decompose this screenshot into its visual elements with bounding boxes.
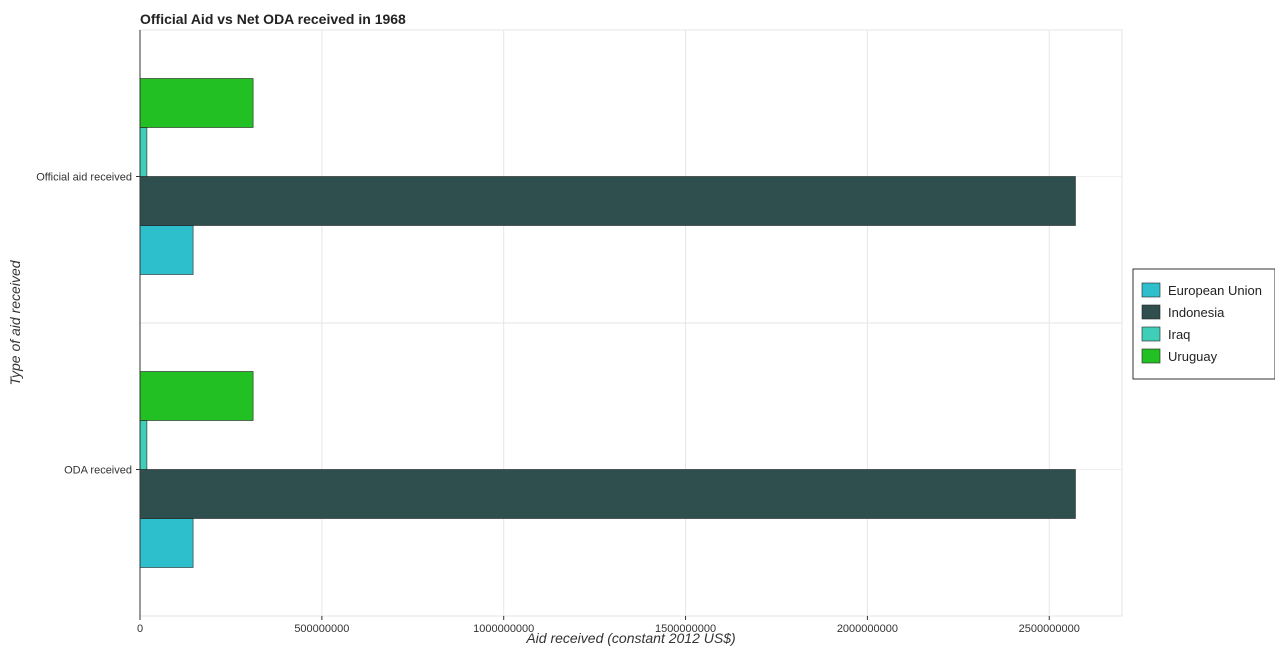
legend-label: Indonesia [1168, 305, 1225, 320]
legend-label: European Union [1168, 283, 1262, 298]
y-tick-label: ODA received [64, 465, 132, 477]
bar-indonesia [139, 469, 1076, 519]
x-axis-label: Aid received (constant 2012 US$) [525, 630, 735, 646]
y-axis-ticks: Official aid received ODA received [36, 30, 141, 616]
bar-iraq [139, 127, 148, 177]
legend: European Union Indonesia Iraq Uruguay [1132, 268, 1275, 380]
x-tick-label: 2000000000 [837, 623, 898, 635]
x-tick-label: 0 [137, 623, 143, 635]
legend-swatch [1141, 326, 1161, 342]
x-axis-ticks: 0 500000000 1000000000 1500000000 2000000000… [137, 616, 1080, 635]
bar-uruguay [139, 371, 254, 421]
bar-iraq [139, 420, 148, 470]
y-axis-label: Type of aid received [7, 259, 23, 385]
x-tick-label: 1000000000 [473, 623, 534, 635]
x-tick-label: 500000000 [294, 623, 349, 635]
legend-swatch [1141, 282, 1161, 298]
legend-swatch [1141, 304, 1161, 320]
chart-title: Official Aid vs Net ODA received in 1968 [140, 11, 406, 27]
legend-items: European Union Indonesia Iraq Uruguay [1141, 282, 1262, 364]
x-tick-label: 2500000000 [1019, 623, 1080, 635]
bar-european-union [139, 518, 194, 568]
legend-label: Uruguay [1168, 349, 1218, 364]
x-tick-label: 1500000000 [655, 623, 716, 635]
legend-swatch [1141, 348, 1161, 364]
plot-area: 0 500000000 1000000000 1500000000 2000000000… [36, 29, 1123, 635]
bar-uruguay [139, 78, 254, 128]
bar-european-union [139, 225, 194, 275]
legend-label: Iraq [1168, 327, 1190, 342]
bar-indonesia [139, 176, 1076, 226]
y-tick-label: Official aid received [36, 172, 132, 184]
